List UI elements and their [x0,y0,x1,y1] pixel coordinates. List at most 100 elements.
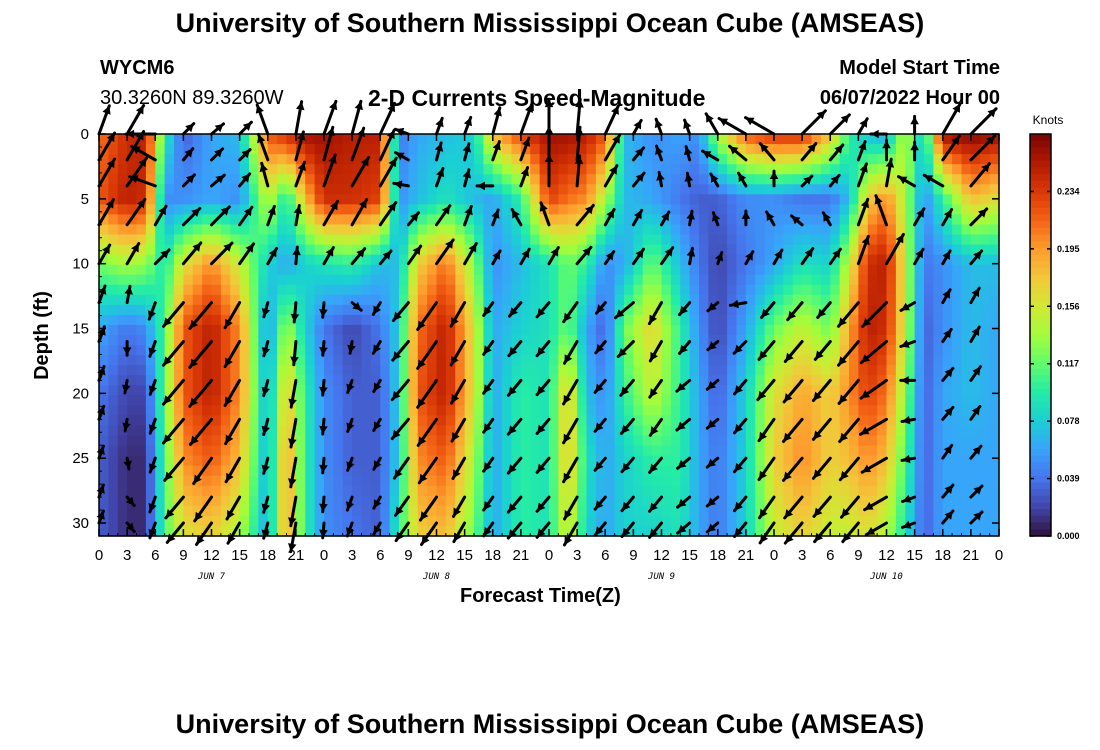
heatmap-cell [511,475,522,487]
vector-head [373,382,382,392]
heatmap-cell [783,405,794,416]
heatmap-cell [380,244,391,256]
heatmap-cell [230,214,241,226]
heatmap-cell [914,515,925,527]
heatmap-cell [914,194,925,205]
heatmap-cell [333,455,344,467]
heatmap-cell [642,385,653,396]
heatmap-cell [99,274,109,286]
heatmap-cell [558,485,569,497]
heatmap-cell [192,385,203,396]
heatmap-cell [736,314,747,326]
heatmap-cell [727,435,738,447]
heatmap-cell [361,355,372,366]
current-vector [482,417,495,434]
heatmap-cell [220,194,231,205]
heatmap-cell [989,234,1000,246]
heatmap-cell [399,465,409,477]
heatmap-cell [933,465,944,477]
heatmap-cell [549,144,559,155]
vector-head [124,286,133,295]
heatmap-cell [980,314,991,326]
vector-head [707,497,716,506]
heatmap-cell [202,154,213,165]
heatmap-cell [239,204,250,215]
current-vector [378,101,396,136]
heatmap-cell [577,465,588,477]
heatmap-cell [708,345,719,356]
heatmap-cell [389,405,400,416]
vector-head [102,245,110,255]
heatmap-cell [624,314,634,326]
current-vector [418,495,438,522]
heatmap-cell [577,425,588,437]
vector-head [679,305,688,315]
heatmap-cell [136,314,147,326]
heatmap-cell [483,164,494,175]
heatmap-cell [849,214,859,226]
heatmap-cell [661,425,672,437]
heatmap-cell [117,234,128,246]
heatmap-cell [145,294,156,306]
heatmap-cell [530,284,541,296]
heatmap-cell [717,214,728,226]
heatmap-cell [980,324,991,336]
heatmap-cell [117,324,128,336]
current-vector [450,378,467,405]
heatmap-cell [764,405,775,416]
heatmap-cell [136,445,147,457]
heatmap-cell [774,324,784,336]
heatmap-cell [408,375,419,386]
heatmap-cell [380,395,391,406]
heatmap-cell [389,304,400,316]
heatmap-cell [492,455,503,467]
heatmap-cell [427,134,438,145]
heatmap-cell [108,405,119,416]
heatmap-cell [539,385,550,396]
heatmap-cell [745,144,756,155]
heatmap-cell [924,465,934,477]
heatmap-cell [624,425,634,437]
heatmap-cell [689,525,700,537]
heatmap-cell [549,184,559,195]
current-vector [701,149,720,162]
heatmap-cell [661,154,672,165]
vector-head [944,485,953,494]
heatmap-cell [670,294,681,306]
heatmap-cell [595,485,606,497]
heatmap-cell [417,144,428,155]
heatmap-cell [633,365,644,376]
heatmap-cell [961,184,972,195]
heatmap-cell [314,144,325,155]
heatmap-cell [839,465,850,477]
heatmap-cell [230,395,241,406]
heatmap-cell [333,385,344,396]
heatmap-cell [558,425,569,437]
current-vector [238,205,254,227]
heatmap-cell [267,254,278,266]
heatmap-cell [924,475,934,487]
heatmap-cell [783,465,794,477]
heatmap-cell [295,144,306,155]
vector-head [719,118,729,127]
heatmap-cell [652,405,663,416]
heatmap-cell [324,314,334,326]
heatmap-cell [380,264,391,276]
heatmap-cell [820,335,831,346]
heatmap-cell [886,264,897,276]
heatmap-cell [858,365,869,376]
heatmap-cell [417,164,428,175]
heatmap-cell [483,284,494,296]
heatmap-cell [727,324,738,336]
heatmap-cell [220,224,231,236]
current-vector [393,127,410,136]
vector-head [564,535,573,545]
heatmap-cell [624,355,634,366]
heatmap-cell [624,164,634,175]
heatmap-cell [492,184,503,195]
heatmap-cell [830,485,841,497]
heatmap-cell [577,475,588,487]
heatmap-cell [436,204,447,215]
heatmap-cell [361,405,372,416]
heatmap-cell [324,194,334,205]
